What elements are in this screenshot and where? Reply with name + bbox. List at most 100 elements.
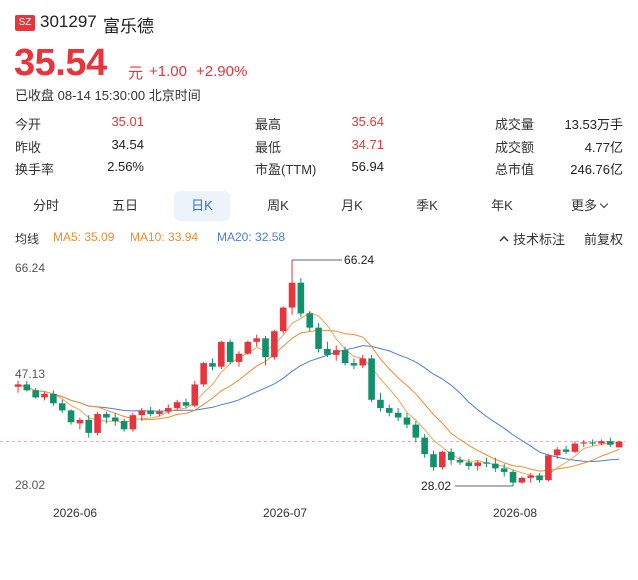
x-tick-label: 2026-06 bbox=[53, 506, 97, 520]
current-price: 35.54 bbox=[14, 42, 107, 84]
y-tick-label: 66.24 bbox=[15, 261, 45, 275]
candle-body bbox=[332, 350, 340, 355]
pe-label: 市盈(TTM) bbox=[255, 162, 317, 177]
candle-body bbox=[209, 363, 216, 367]
prev-close-value: 34.54 bbox=[111, 137, 144, 152]
tab-intraday[interactable]: 分时 bbox=[32, 198, 59, 213]
x-tick-label: 2026-07 bbox=[263, 506, 307, 520]
low-value: 34.71 bbox=[351, 137, 384, 152]
candle-body bbox=[465, 462, 473, 467]
mktcap-label: 总市值 bbox=[495, 162, 535, 177]
y-tick-label: 47.13 bbox=[15, 367, 45, 381]
price-adjust-button[interactable]: 前复权 bbox=[584, 232, 624, 247]
candle-body bbox=[147, 410, 154, 414]
tab-more[interactable]: 更多 bbox=[560, 191, 618, 221]
max-price-label: 66.24 bbox=[344, 253, 374, 267]
chevron-down-icon bbox=[599, 199, 609, 209]
candle-body bbox=[430, 454, 437, 468]
candle-body bbox=[164, 408, 172, 412]
candle-body bbox=[94, 413, 101, 433]
candle-body bbox=[244, 341, 252, 354]
tab-weekly-k[interactable]: 周K bbox=[267, 198, 289, 213]
candle-body bbox=[262, 338, 269, 358]
candle-body bbox=[385, 408, 393, 413]
tab-more-label: 更多 bbox=[570, 198, 597, 213]
market-status: 已收盘 08-14 15:30:00 北京时间 bbox=[15, 88, 201, 103]
ma5-line bbox=[17, 311, 620, 479]
candle-body bbox=[173, 402, 181, 409]
prev-close-label: 昨收 bbox=[15, 140, 42, 155]
candle-body bbox=[359, 358, 367, 366]
candle-body bbox=[156, 411, 163, 414]
candle-body bbox=[527, 475, 535, 478]
candle-body bbox=[41, 393, 48, 398]
tab-yearly-k[interactable]: 年K bbox=[491, 198, 513, 213]
candle-body bbox=[120, 421, 128, 430]
candle-body bbox=[85, 419, 93, 433]
candle-body bbox=[306, 313, 314, 328]
y-tick-label: 28.02 bbox=[15, 478, 45, 492]
candle-body bbox=[235, 353, 243, 362]
candle-body bbox=[182, 402, 190, 406]
min-price-label: 28.02 bbox=[421, 479, 451, 493]
price-unit: 元 bbox=[128, 65, 144, 82]
high-label: 最高 bbox=[255, 117, 282, 132]
ma20-value: MA20: 32.58 bbox=[217, 230, 286, 244]
candle-body bbox=[483, 462, 490, 464]
candle-body bbox=[500, 468, 508, 472]
candle-body bbox=[218, 341, 225, 367]
candle-body bbox=[589, 442, 596, 444]
candle-body bbox=[580, 442, 588, 444]
candle-body bbox=[32, 390, 39, 398]
candle-body bbox=[394, 412, 402, 418]
candle-body bbox=[509, 471, 517, 483]
candle-body bbox=[191, 384, 199, 406]
tab-daily-k[interactable]: 日K bbox=[174, 191, 230, 221]
candle-body bbox=[377, 399, 384, 409]
volume-value: 13.53万手 bbox=[564, 117, 623, 132]
candle-body bbox=[439, 451, 446, 468]
candle-body bbox=[412, 424, 420, 438]
candlestick-chart[interactable]: 66.24 47.13 28.02 66.24 28.02 2026-06 2026-07 2… bbox=[0, 250, 638, 530]
candle-body bbox=[368, 358, 375, 400]
candle-body bbox=[200, 363, 207, 385]
candle-body bbox=[421, 437, 428, 455]
candle-body bbox=[456, 460, 464, 463]
ma20-line bbox=[17, 345, 620, 463]
technical-annotation-button[interactable]: 技术标注 bbox=[498, 229, 565, 248]
open-value: 35.01 bbox=[111, 114, 144, 129]
ma5-value: MA5: 35.09 bbox=[53, 230, 115, 244]
candle-body bbox=[253, 338, 260, 342]
technical-annotation-label: 技术标注 bbox=[513, 232, 566, 247]
high-value: 35.64 bbox=[351, 114, 384, 129]
candle-body bbox=[50, 393, 57, 404]
candle-body bbox=[447, 451, 455, 461]
candle-body bbox=[288, 282, 296, 308]
candle-body bbox=[350, 363, 358, 366]
price-change-pct: +2.90% bbox=[196, 63, 248, 80]
candle-body bbox=[324, 348, 331, 355]
candle-body bbox=[315, 327, 322, 349]
low-label: 最低 bbox=[255, 140, 282, 155]
candle-body bbox=[14, 384, 22, 387]
candle-body bbox=[606, 441, 614, 445]
x-tick-label: 2026-08 bbox=[493, 506, 537, 520]
candle-body bbox=[67, 410, 75, 423]
tab-five-day[interactable]: 五日 bbox=[111, 198, 138, 213]
candle-body bbox=[226, 341, 234, 362]
candle-body bbox=[536, 475, 543, 481]
ma10-value: MA10: 33.94 bbox=[130, 230, 199, 244]
candle-body bbox=[129, 415, 137, 430]
tab-monthly-k[interactable]: 月K bbox=[341, 198, 363, 213]
mktcap-value: 246.76亿 bbox=[570, 162, 623, 177]
candle-body bbox=[474, 462, 481, 467]
tab-quarterly-k[interactable]: 季K bbox=[416, 198, 438, 213]
candle-body bbox=[138, 410, 146, 416]
candle-body bbox=[23, 384, 31, 391]
candle-body bbox=[279, 307, 287, 332]
ma-label: 均线 bbox=[15, 232, 40, 246]
chevron-up-down-icon bbox=[499, 236, 509, 242]
volume-label: 成交量 bbox=[495, 117, 535, 132]
candle-body bbox=[103, 413, 110, 418]
stock-code: 301297 bbox=[40, 12, 97, 31]
